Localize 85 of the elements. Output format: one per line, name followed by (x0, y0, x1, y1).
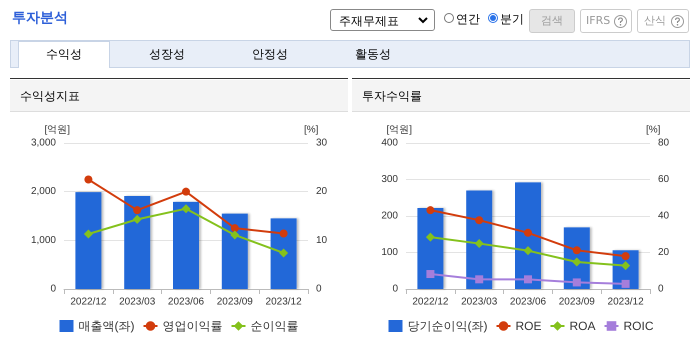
point (426, 232, 435, 242)
y-axis-title: [억원] (44, 124, 70, 136)
y2-tick-label: 0 (316, 284, 322, 294)
x-tick-label: 2022/12 (70, 296, 107, 308)
bar (466, 190, 492, 289)
y-tick-label: 300 (381, 174, 398, 185)
x-tick-label: 2022/12 (412, 296, 449, 308)
text: 분기 (500, 11, 524, 28)
text: 안정성 (251, 46, 289, 63)
legend-label: 매출액(좌) (78, 319, 135, 333)
y2-tick-label: 0 (658, 284, 664, 294)
button: IFRS (580, 9, 632, 33)
point (84, 176, 92, 184)
y2-axis-title: [%] (646, 124, 661, 136)
point (84, 230, 93, 239)
point (524, 275, 532, 284)
y2-tick-label: 10 (316, 234, 328, 246)
bar (417, 208, 444, 289)
button: 산식 (637, 9, 689, 33)
y-tick-label: 400 (381, 138, 398, 148)
point (621, 261, 630, 270)
point (182, 204, 190, 214)
point (426, 206, 434, 214)
point (280, 230, 288, 238)
y-tick-label: 3,000 (30, 138, 56, 148)
y2-axis-title: [%] (304, 124, 319, 136)
y2-tick-label: 30 (316, 138, 328, 148)
x-tick-label: 2023/12 (266, 296, 302, 308)
point (230, 224, 239, 232)
bar (515, 182, 541, 289)
chart-title: 수익성지표 (10, 80, 348, 112)
point (475, 216, 484, 224)
x-tick-label: 2023/03 (119, 296, 156, 308)
y2-tick-label: 20 (316, 186, 328, 198)
point (572, 246, 581, 254)
point (426, 270, 434, 278)
y2-tick-label: 40 (658, 210, 670, 222)
point (524, 228, 532, 237)
point (182, 188, 190, 196)
legend-label: 당기순이익(좌) (408, 319, 488, 333)
dropdown-field: 주재무제표 (330, 9, 435, 31)
legend-label: ROE (515, 319, 542, 333)
point (475, 275, 484, 284)
text: 성장성 (148, 46, 186, 63)
y-tick-label: 2,000 (30, 186, 56, 198)
point (622, 280, 630, 288)
x-tick-label: 2023/12 (608, 296, 644, 308)
legend-label: 영업이익률 (162, 319, 222, 333)
y2-tick-label: 60 (658, 174, 670, 185)
y2-tick-label: 20 (658, 247, 670, 258)
chart-title: 투자수익률 (352, 80, 690, 112)
x-tick-label: 2023/06 (510, 296, 547, 308)
point (572, 278, 581, 286)
y-tick-label: 1,000 (30, 234, 56, 246)
bar (222, 214, 248, 289)
bar (75, 192, 102, 289)
point (132, 214, 142, 224)
bar (173, 202, 199, 289)
text: 활동성 (354, 46, 392, 63)
point (279, 248, 288, 258)
point (474, 239, 484, 248)
y2-tick-label: 80 (658, 138, 670, 148)
y-tick-label: 0 (50, 284, 56, 294)
legend-label: ROA (569, 319, 596, 333)
y-tick-label: 100 (381, 247, 398, 258)
point (622, 252, 630, 260)
button: 검색 (529, 9, 575, 33)
bar (270, 218, 297, 289)
bar (124, 196, 150, 289)
x-tick-label: 2023/06 (168, 296, 205, 308)
point (572, 257, 582, 266)
x-tick-label: 2023/03 (461, 296, 498, 308)
y-tick-label: 0 (392, 284, 398, 294)
y-axis-title: [억원] (386, 124, 412, 136)
legend-label: 순이익률 (250, 319, 298, 333)
text: 수익성 (45, 46, 83, 63)
x-tick-label: 2023/09 (216, 296, 254, 308)
y-tick-label: 200 (381, 210, 398, 222)
text: 투자분석 (12, 9, 68, 27)
x-tick-label: 2023/09 (558, 296, 596, 308)
point (133, 206, 142, 214)
point (230, 230, 240, 240)
text: 연간 (456, 11, 480, 28)
point (524, 246, 532, 256)
legend-label: ROIC (624, 319, 654, 333)
